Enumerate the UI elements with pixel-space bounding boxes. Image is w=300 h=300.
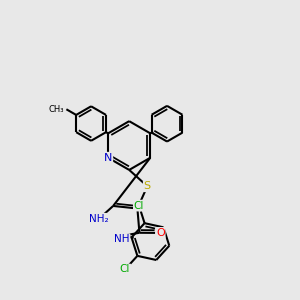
- Text: NH₂: NH₂: [89, 214, 109, 224]
- Text: N: N: [104, 153, 112, 163]
- Text: Cl: Cl: [134, 201, 144, 211]
- Text: S: S: [144, 181, 151, 191]
- Text: Cl: Cl: [120, 265, 130, 275]
- Text: NH: NH: [114, 234, 130, 244]
- Text: O: O: [156, 228, 165, 238]
- Text: CH₃: CH₃: [49, 105, 64, 114]
